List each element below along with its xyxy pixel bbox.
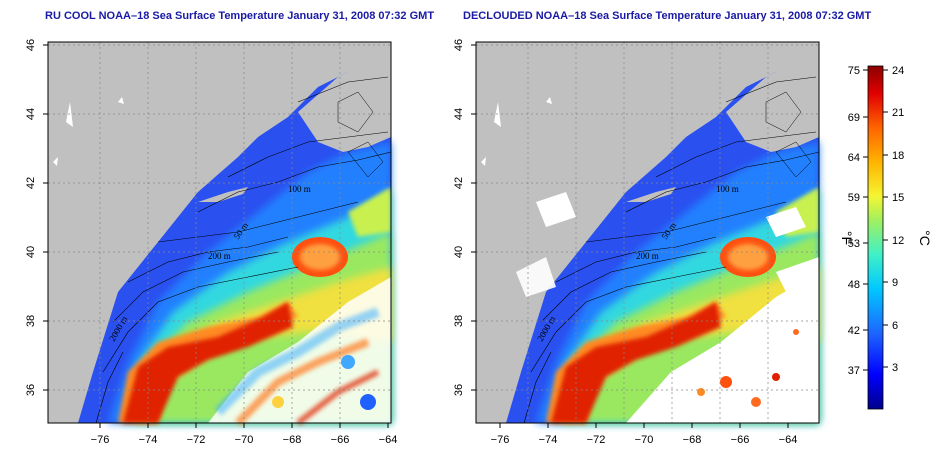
right-map-panel: 100 m 200 m 50 m 2000 m [475,41,820,424]
celsius-tick: 3 [892,362,898,374]
x-tick-label: −66 [331,434,350,446]
x-tick-label: −72 [587,434,606,446]
y-tick-label: 36 [453,384,465,396]
x-tick-label: −68 [283,434,302,446]
colorbar-gradient [867,65,884,410]
x-tick-label: −70 [235,434,254,446]
right-map-frame [475,41,820,424]
fahrenheit-tick: 53 [848,238,860,250]
celsius-unit-label: °C [917,230,933,246]
left-y-axis: 36 38 40 42 44 46 [25,39,48,396]
y-tick-label: 36 [25,384,37,396]
x-tick-label: −72 [187,434,206,446]
y-tick-label: 44 [25,108,37,120]
celsius-tick: 21 [892,107,904,119]
left-map-frame [47,41,392,424]
y-tick-label: 38 [25,315,37,327]
x-tick-label: −76 [491,434,510,446]
x-tick-label: −66 [731,434,750,446]
svg-text:200 m: 200 m [636,251,659,261]
svg-text:100 m: 100 m [288,184,311,194]
celsius-tick: 24 [892,65,904,77]
y-tick-label: 46 [25,39,37,51]
left-map-title: RU COOL NOAA–18 Sea Surface Temperature … [45,10,435,22]
y-tick-label: 42 [25,177,37,189]
x-tick-label: −74 [139,434,158,446]
right-x-axis: −76 −74 −72 −70 −68 −66 −64 [491,423,798,446]
celsius-tick: 12 [892,235,904,247]
svg-text:200 m: 200 m [208,251,231,261]
fahrenheit-tick: 64 [848,152,860,164]
right-map-title: DECLOUDED NOAA–18 Sea Surface Temperatur… [463,10,872,22]
right-cloud-mask [516,192,819,423]
y-tick-label: 44 [453,108,465,120]
celsius-tick: 18 [892,150,904,162]
y-tick-label: 40 [25,246,37,258]
y-tick-label: 38 [453,315,465,327]
fahrenheit-tick: 37 [848,365,860,377]
right-y-axis: 36 38 40 42 44 46 [453,39,476,396]
y-tick-label: 42 [453,177,465,189]
x-tick-label: −68 [683,434,702,446]
fahrenheit-tick: 42 [848,325,860,337]
fahrenheit-tick: 59 [848,192,860,204]
left-map-panel: 100 m 200 m 50 m 2000 m [47,41,392,426]
colorbar: 75 69 64 59 53 48 42 37 24 21 18 15 12 9… [839,65,933,410]
x-tick-label: −70 [635,434,654,446]
x-tick-label: −74 [539,434,558,446]
x-tick-label: −76 [91,434,110,446]
svg-text:100 m: 100 m [716,184,739,194]
celsius-tick: 15 [892,192,904,204]
y-tick-label: 46 [453,39,465,51]
fahrenheit-tick: 48 [848,279,860,291]
y-tick-label: 40 [453,246,465,258]
fahrenheit-unit-label: °F [839,231,855,245]
celsius-tick: 6 [892,320,898,332]
fahrenheit-tick: 75 [848,65,860,77]
celsius-tick: 9 [892,277,898,289]
left-cloud-noise [208,277,391,426]
fahrenheit-tick: 69 [848,112,860,124]
x-tick-label: −64 [379,434,398,446]
left-x-axis: −76 −74 −72 −70 −68 −66 −64 [91,423,398,446]
x-tick-label: −64 [779,434,798,446]
